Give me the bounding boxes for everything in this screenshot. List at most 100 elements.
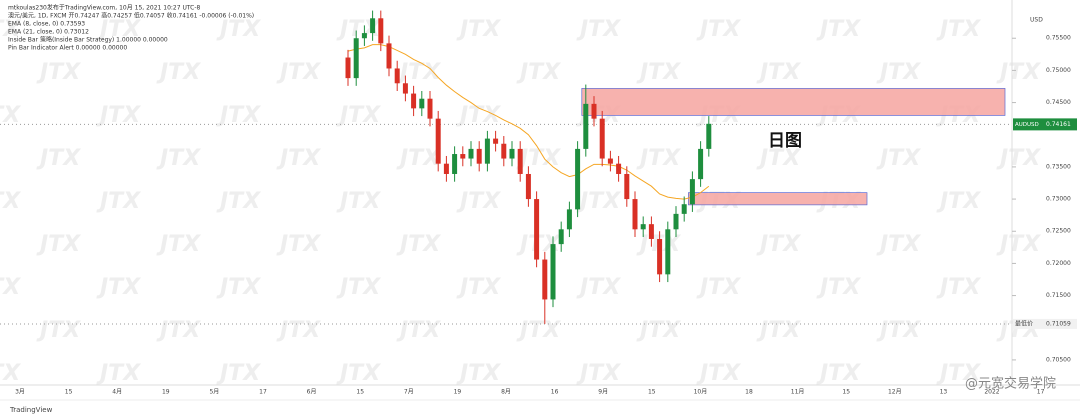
watermark: JTX [996, 146, 1041, 171]
candle-body [558, 229, 564, 245]
watermark: JTX [816, 17, 861, 42]
candle-body [591, 103, 597, 119]
watermark: JTX [696, 17, 741, 42]
x-tick-label: 19 [162, 389, 170, 396]
watermark: JTX [516, 60, 561, 85]
watermark: JTX [756, 60, 801, 85]
candle-body [361, 33, 367, 39]
x-tick-label: 15 [648, 389, 656, 396]
watermark: JTX [96, 361, 141, 386]
candle-body [632, 199, 638, 230]
candle-body [673, 213, 679, 230]
candle-body [657, 238, 663, 275]
candle-body [665, 229, 671, 275]
candle-body [443, 163, 449, 174]
candle-body [476, 148, 482, 164]
header-line: Pin Bar Indicator Alert 0.00000 0.00000 [8, 45, 127, 52]
candle-body [698, 148, 704, 180]
candle-body [435, 118, 441, 164]
y-tick-label: 0.71500 [1046, 292, 1071, 299]
watermark: JTX [276, 232, 321, 257]
candle-body [386, 43, 392, 69]
watermark: JTX [456, 17, 501, 42]
candle-body [525, 173, 531, 200]
candle-body [427, 98, 433, 119]
watermark: JTX [696, 361, 741, 386]
x-tick-label: 15 [65, 389, 73, 396]
y-tick-label: 0.73000 [1046, 196, 1071, 203]
x-tick-label: 2022 [984, 389, 999, 396]
watermark: JTX [456, 189, 501, 214]
watermark: JTX [636, 60, 681, 85]
header-line: 澳元/美元, 1D, FXCM 开0.74247 高0.74257 低0.740… [8, 12, 254, 20]
x-tick-label: 15 [842, 389, 850, 396]
candle-body [402, 83, 408, 94]
watermark: JTX [36, 232, 81, 257]
candle-body [484, 138, 490, 164]
y-tick-label: 0.70500 [1046, 356, 1071, 363]
candle-body [706, 123, 712, 149]
y-tick-label: 0.75000 [1046, 67, 1071, 74]
watermark: JTX [216, 275, 261, 300]
watermark: JTX [396, 146, 441, 171]
candle-body [509, 148, 515, 159]
watermark: JTX [216, 103, 261, 128]
watermark: JTX [0, 361, 21, 386]
zone [688, 192, 868, 206]
watermark: JTX [156, 60, 201, 85]
x-tick-label: 12月 [888, 389, 902, 396]
candle-body [419, 98, 425, 109]
candle-body [460, 154, 466, 159]
watermark: JTX [816, 361, 861, 386]
low-label: 0.71059 [1046, 320, 1071, 327]
watermark: JTX [936, 275, 981, 300]
candle-body [452, 154, 458, 174]
low-box [1013, 318, 1077, 329]
candle-body [566, 209, 572, 230]
watermark: JTX [96, 103, 141, 128]
x-tick-label: 6月 [307, 389, 317, 396]
watermark: JTX [36, 318, 81, 343]
watermark: JTX [96, 189, 141, 214]
candle-body [517, 148, 523, 174]
x-tick-label: 17 [259, 389, 267, 396]
watermark: JTX [996, 60, 1041, 85]
watermark: JTX [936, 189, 981, 214]
y-tick-label: 0.72000 [1046, 260, 1071, 267]
watermark: JTX [996, 232, 1041, 257]
watermark: JTX [156, 232, 201, 257]
watermark: JTX [756, 318, 801, 343]
x-tick-label: 4月 [112, 389, 122, 396]
watermark: JTX [456, 275, 501, 300]
candle-body [648, 224, 654, 239]
x-tick-label: 10月 [694, 389, 708, 396]
watermark: JTX [396, 60, 441, 85]
y-tick-label: 0.73500 [1046, 163, 1071, 170]
watermark: JTX [96, 17, 141, 42]
watermark: JTX [336, 189, 381, 214]
candle-body [345, 57, 351, 79]
zone [581, 88, 1006, 116]
last-price-label: 0.74161 [1046, 121, 1071, 128]
footer-credit: @元宽交易学院 [965, 376, 1056, 392]
last-price-box [1013, 118, 1077, 131]
x-tick-label: 15 [356, 389, 364, 396]
watermark: JTX [276, 146, 321, 171]
candle-body [394, 68, 400, 84]
x-tick-label: 5月 [209, 389, 219, 396]
candle-body [689, 179, 695, 205]
watermark: JTX [876, 146, 921, 171]
header-line: Inside Bar 策略(Inside Bar Strategy) 1.000… [8, 36, 168, 44]
watermark: JTX [576, 189, 621, 214]
watermark: JTX [0, 103, 21, 128]
candle-body [583, 103, 589, 149]
x-tick-label: 16 [551, 389, 559, 396]
candle-body [378, 18, 384, 44]
candle-body [624, 173, 630, 200]
y-tick-label: 0.72500 [1046, 228, 1071, 235]
low-name: 最低价 [1015, 319, 1033, 327]
watermark: JTX [336, 361, 381, 386]
watermark: JTX [756, 146, 801, 171]
